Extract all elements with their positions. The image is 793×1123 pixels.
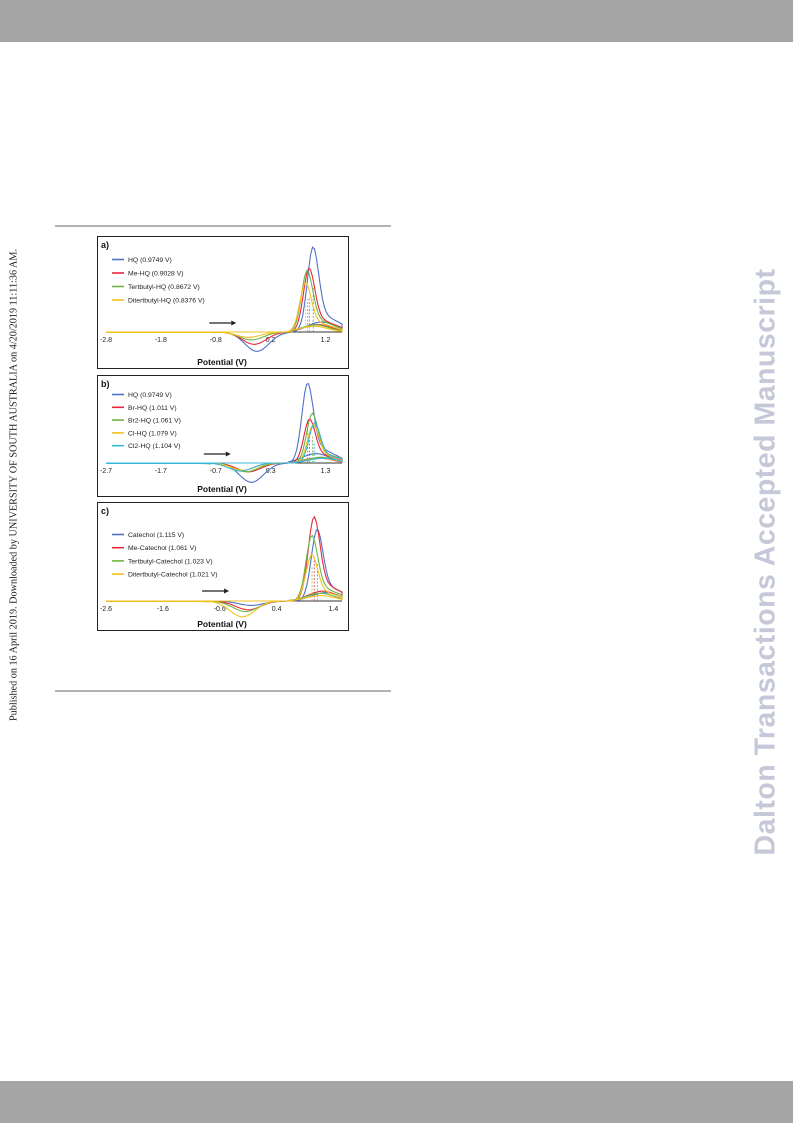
x-axis-title: Potential (V) [197,357,247,367]
cv-panel-a: a) -2.8 -1.8 -0.8 0.2 1.2 Potential (V) HQ (0.9… [97,236,349,369]
x-tick-label: 0.4 [272,606,282,613]
cv-chart-c: c) -2.6 -1.6 -0.6 0.4 1.4 Potential (V) Catecho… [100,506,343,629]
cv-chart-b: b) -2.7 -1.7 -0.7 0.3 1.3 Potential (V) HQ (0.9… [100,379,343,494]
x-tick-label: -1.6 [157,606,169,613]
scan-arrow-head [225,451,231,457]
legend-label: Cl2-HQ (1.104 V) [128,443,181,450]
x-tick-label: 1.2 [321,337,331,344]
legend-label: Br2-HQ (1.061 V) [128,418,181,425]
figure-top-rule [55,225,391,227]
x-tick-label: 1.3 [321,468,331,475]
x-tick-label: 0.2 [266,337,276,344]
panel-label: b) [101,379,110,389]
x-tick-label: 0.3 [266,468,276,475]
legend-label: HQ (0.9749 V) [128,257,172,264]
panel-label: c) [101,506,109,516]
footer-bar [0,1081,793,1123]
legend-label: Tertbutyl-HQ (0.8672 V) [128,284,200,291]
cv-panel-b: b) -2.7 -1.7 -0.7 0.3 1.3 Potential (V) HQ (0.9… [97,375,349,497]
download-notice: Published on 16 April 2019. Downloaded b… [8,248,20,722]
x-tick-label: -0.8 [210,337,222,344]
x-tick-label: -2.7 [100,468,112,475]
x-tick-label: -0.7 [210,468,222,475]
cv-curve-4 [106,282,343,338]
legend-label: Me-Catechol (1.061 V) [128,545,196,552]
accepted-manuscript-watermark: Dalton Transactions Accepted Manuscript [749,268,782,856]
cv-chart-a: a) -2.8 -1.8 -0.8 0.2 1.2 Potential (V) HQ (0.9… [100,240,343,367]
x-tick-label: -1.7 [155,468,167,475]
legend-label: Ditertbutyl-Catechol (1.021 V) [128,572,218,579]
legend-label: Cl-HQ (1.079 V) [128,430,177,437]
scan-arrow-head [224,588,230,594]
x-tick-label: -1.8 [155,337,167,344]
x-axis-title: Potential (V) [197,484,247,494]
legend-label: Catechol (1.115 V) [128,532,184,539]
x-axis-title: Potential (V) [197,619,247,629]
panel-label: a) [101,240,109,250]
x-tick-label: -0.6 [214,606,226,613]
header-bar [0,0,793,42]
x-tick-label: -2.8 [100,337,112,344]
cv-curve-3 [106,270,343,341]
x-tick-label: -2.6 [100,606,112,613]
x-tick-label: 1.4 [329,606,339,613]
cv-curve-5 [106,422,343,472]
figure-bottom-rule [55,690,391,692]
legend-label: Me-HQ (0.9028 V) [128,271,184,278]
cv-panel-c: c) -2.6 -1.6 -0.6 0.4 1.4 Potential (V) Catecho… [97,502,349,631]
cv-curve-4 [106,554,343,618]
scan-arrow-head [231,320,237,326]
legend-label: Ditertbutyl-HQ (0.8376 V) [128,298,205,305]
legend-label: Tertbutyl-Catechol (1.023 V) [128,558,213,565]
legend-label: HQ (0.9749 V) [128,392,172,399]
legend-label: Br-HQ (1.011 V) [128,405,177,412]
